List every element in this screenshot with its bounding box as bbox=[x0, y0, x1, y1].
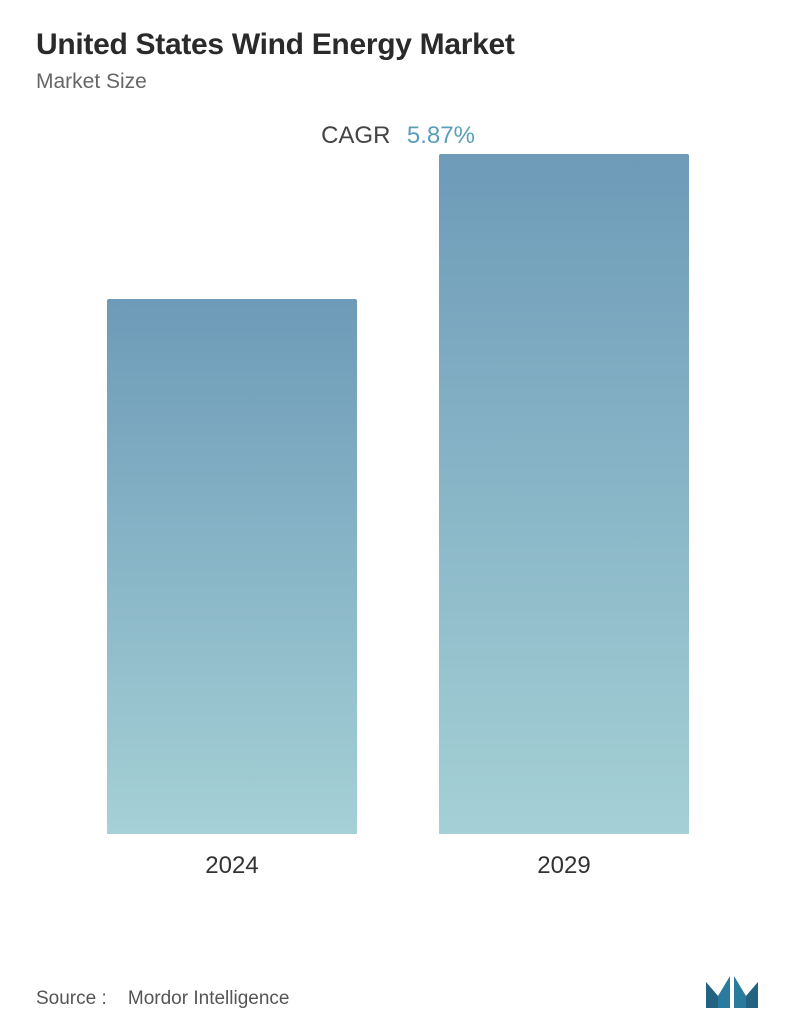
bar-2024 bbox=[107, 299, 357, 834]
source-text: Source : Mordor Intelligence bbox=[36, 988, 289, 1010]
cagr-label: CAGR bbox=[321, 122, 390, 149]
x-label-1: 2029 bbox=[537, 852, 590, 880]
cagr-row: CAGR 5.87% bbox=[36, 122, 760, 150]
footer: Source : Mordor Intelligence bbox=[36, 970, 760, 1010]
bar-2029 bbox=[439, 154, 689, 834]
logo-shadow-right bbox=[746, 982, 758, 1008]
chart-container: United States Wind Energy Market Market … bbox=[0, 0, 796, 1034]
x-label-0: 2024 bbox=[205, 852, 258, 880]
bar-group-0: 2024 bbox=[107, 299, 357, 880]
logo-shadow-left bbox=[706, 982, 718, 1008]
chart-area: 2024 2029 bbox=[36, 180, 760, 880]
chart-title: United States Wind Energy Market bbox=[36, 28, 760, 62]
source-name: Mordor Intelligence bbox=[128, 988, 290, 1009]
cagr-value: 5.87% bbox=[407, 122, 475, 149]
chart-subtitle: Market Size bbox=[36, 70, 760, 94]
source-label: Source : bbox=[36, 988, 107, 1009]
bar-group-1: 2029 bbox=[439, 154, 689, 880]
mordor-logo-icon bbox=[704, 970, 760, 1010]
